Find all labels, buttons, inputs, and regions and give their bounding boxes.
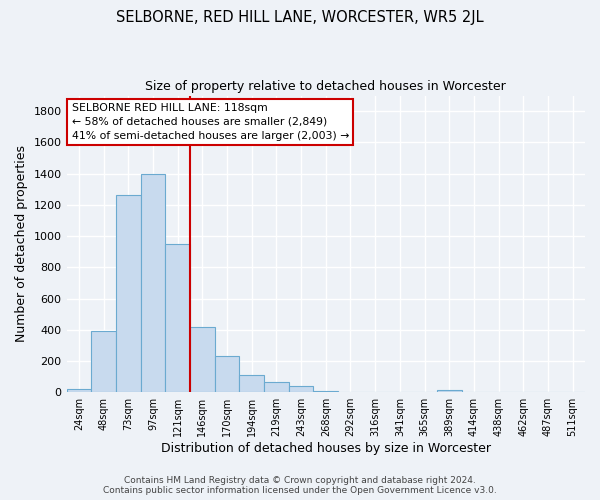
X-axis label: Distribution of detached houses by size in Worcester: Distribution of detached houses by size … (161, 442, 491, 455)
Y-axis label: Number of detached properties: Number of detached properties (15, 146, 28, 342)
Text: Contains HM Land Registry data © Crown copyright and database right 2024.
Contai: Contains HM Land Registry data © Crown c… (103, 476, 497, 495)
Text: SELBORNE RED HILL LANE: 118sqm
← 58% of detached houses are smaller (2,849)
41% : SELBORNE RED HILL LANE: 118sqm ← 58% of … (72, 103, 349, 141)
Title: Size of property relative to detached houses in Worcester: Size of property relative to detached ho… (145, 80, 506, 93)
Text: SELBORNE, RED HILL LANE, WORCESTER, WR5 2JL: SELBORNE, RED HILL LANE, WORCESTER, WR5 … (116, 10, 484, 25)
Bar (140, 174, 165, 392)
Bar (91, 332, 116, 392)
Bar (264, 382, 289, 392)
Bar (239, 375, 264, 392)
Bar (313, 390, 338, 392)
Bar (116, 196, 140, 392)
Bar (215, 356, 239, 392)
Bar (67, 389, 91, 392)
Bar (165, 244, 190, 392)
Bar (437, 390, 461, 392)
Bar (289, 386, 313, 392)
Bar (190, 326, 215, 392)
